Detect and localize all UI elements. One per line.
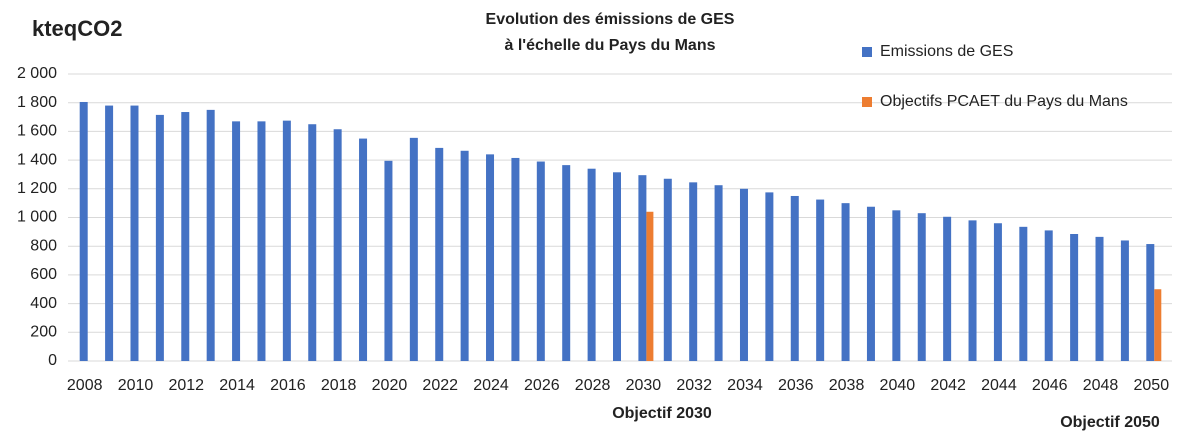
bar — [638, 175, 647, 361]
bar — [105, 105, 114, 361]
x-tick-label: 2014 — [219, 377, 255, 394]
x-tick-label: 2036 — [778, 377, 814, 394]
y-tick-label: 1 200 — [17, 180, 57, 197]
bar — [257, 121, 266, 361]
x-tick-label: 2026 — [524, 377, 560, 394]
x-tick-label: 2018 — [321, 377, 357, 394]
bar — [409, 137, 418, 361]
bar — [155, 114, 164, 362]
chart-title: à l'échelle du Pays du Mans — [505, 37, 716, 54]
x-tick-label: 2020 — [372, 377, 408, 394]
bar — [816, 199, 825, 361]
annotation: Objectif 2030 — [612, 405, 712, 422]
x-tick-label: 2044 — [981, 377, 1017, 394]
bar — [1044, 230, 1053, 361]
bar — [866, 206, 875, 361]
bar — [206, 109, 215, 361]
bar — [359, 138, 368, 361]
bar — [333, 129, 342, 361]
bar — [613, 172, 621, 361]
bar — [587, 168, 596, 361]
bar — [714, 185, 723, 361]
bar — [646, 211, 654, 361]
bar — [1154, 289, 1162, 361]
bar — [943, 216, 952, 361]
bar — [384, 160, 393, 361]
y-tick-label: 1 800 — [17, 94, 57, 111]
x-tick-label: 2040 — [880, 377, 916, 394]
legend-label: Emissions de GES — [880, 43, 1013, 60]
bar — [460, 150, 469, 361]
bar — [536, 161, 545, 361]
chart-title: Evolution des émissions de GES — [486, 11, 735, 28]
bar — [739, 188, 748, 361]
bar — [765, 192, 774, 361]
x-tick-label: 2050 — [1134, 377, 1170, 394]
bar — [79, 101, 88, 362]
annotation: Objectif 2050 — [1060, 414, 1160, 431]
bar — [308, 124, 317, 361]
x-tick-label: 2046 — [1032, 377, 1068, 394]
x-tick-label: 2024 — [473, 377, 509, 394]
legend-label: Objectifs PCAET du Pays du Mans — [880, 93, 1128, 110]
y-tick-label: 200 — [30, 324, 57, 341]
bar — [562, 165, 571, 361]
bar — [232, 121, 241, 361]
legend-swatch — [862, 47, 872, 57]
bar — [1146, 244, 1155, 361]
bar — [968, 220, 977, 361]
x-tick-label: 2038 — [829, 377, 865, 394]
bar — [130, 105, 139, 361]
y-tick-label: 400 — [30, 295, 57, 312]
bar — [1120, 240, 1129, 361]
bar — [993, 223, 1002, 361]
x-tick-label: 2028 — [575, 377, 611, 394]
x-tick-label: 2048 — [1083, 377, 1119, 394]
bar — [689, 182, 698, 361]
bar — [663, 178, 672, 361]
x-tick-label: 2022 — [422, 377, 458, 394]
bar — [790, 195, 799, 361]
bar — [892, 210, 901, 361]
bar — [282, 120, 291, 361]
bar — [841, 203, 850, 361]
bar — [435, 147, 444, 361]
x-tick-label: 2008 — [67, 377, 103, 394]
y-tick-label: 1 400 — [17, 151, 57, 168]
x-tick-label: 2032 — [676, 377, 712, 394]
bar — [1095, 236, 1104, 361]
x-tick-label: 2030 — [626, 377, 662, 394]
y-tick-label: 1 600 — [17, 123, 57, 140]
x-tick-label: 2016 — [270, 377, 306, 394]
legend-swatch — [862, 97, 872, 107]
x-tick-label: 2010 — [118, 377, 154, 394]
y-tick-label: 2 000 — [17, 65, 57, 82]
y-tick-label: 1 000 — [17, 209, 57, 226]
y-unit-label: kteqCO2 — [32, 16, 122, 41]
bar — [917, 213, 926, 361]
bar — [1070, 234, 1079, 361]
x-tick-label: 2042 — [930, 377, 966, 394]
y-tick-label: 800 — [30, 237, 57, 254]
x-tick-label: 2034 — [727, 377, 763, 394]
y-tick-label: 600 — [30, 266, 57, 283]
bar — [1019, 226, 1028, 361]
y-tick-label: 0 — [48, 352, 57, 369]
bar — [511, 157, 520, 361]
bar — [486, 154, 495, 361]
bar — [181, 112, 190, 361]
x-tick-label: 2012 — [168, 377, 204, 394]
